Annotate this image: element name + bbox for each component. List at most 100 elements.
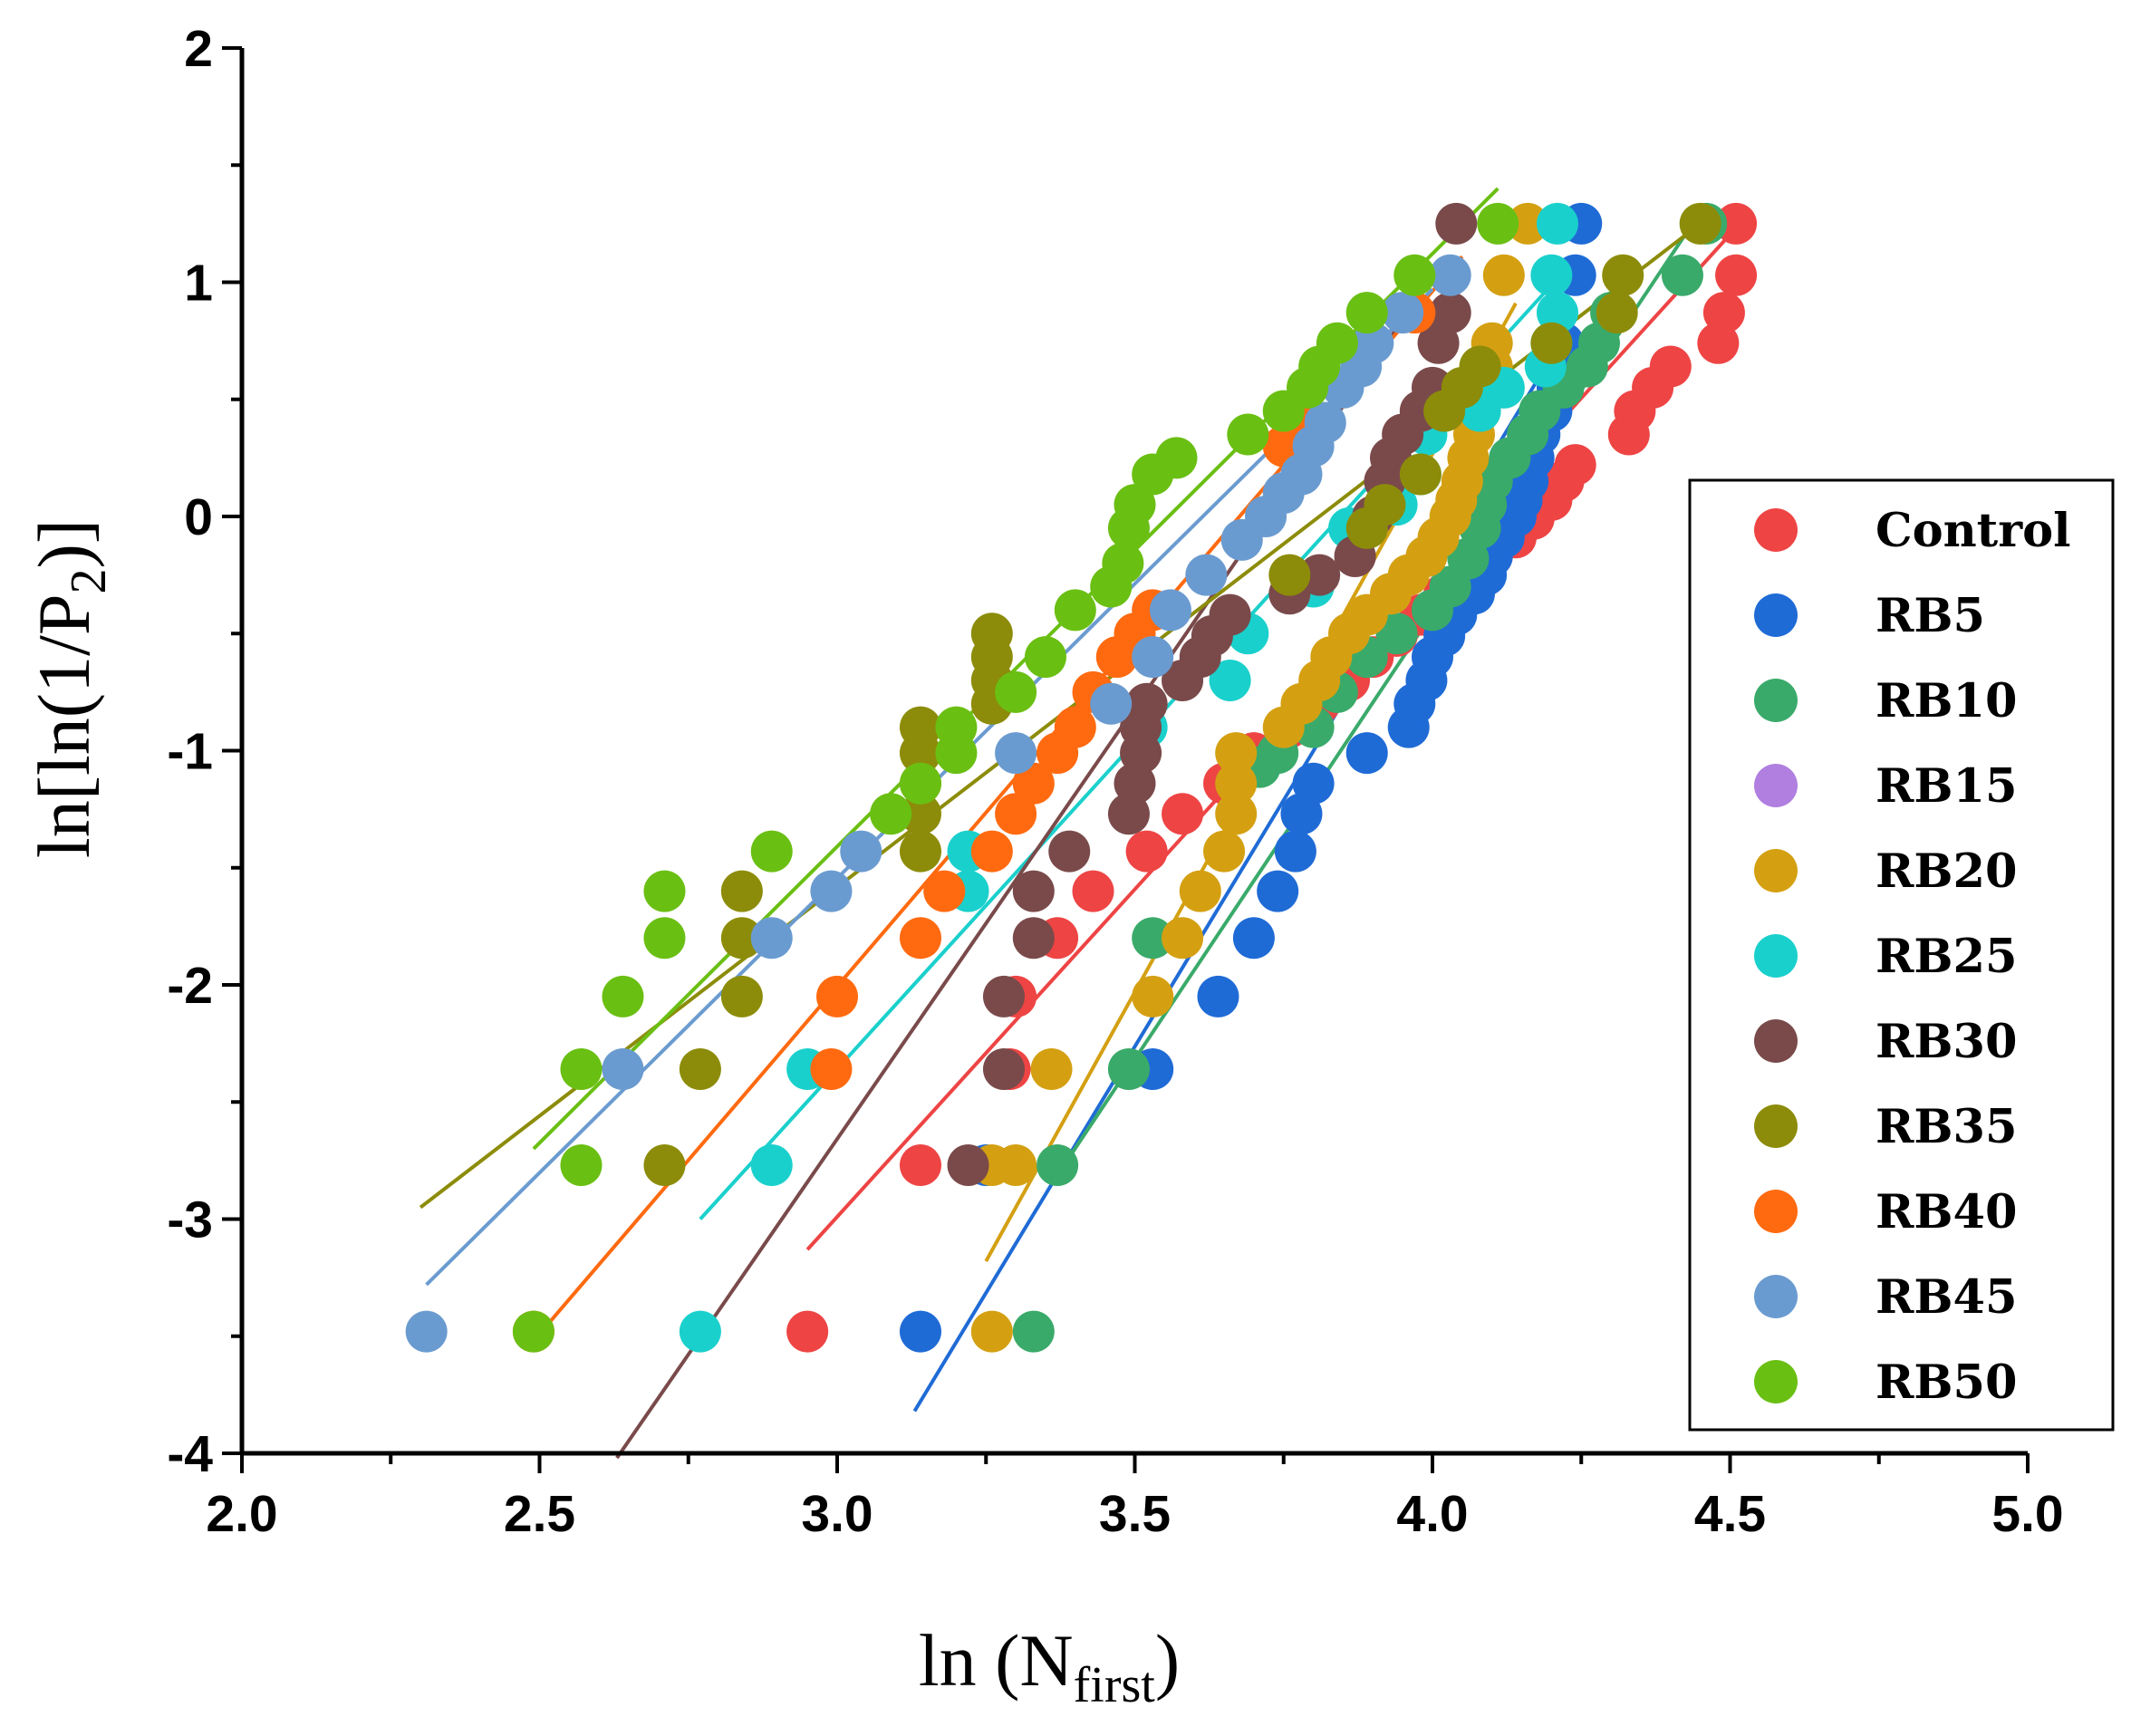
point-rb30 <box>1435 202 1478 245</box>
point-rb10 <box>1012 1310 1055 1353</box>
point-rb5 <box>1292 762 1335 805</box>
x-tick-label: 4.5 <box>1694 1485 1766 1543</box>
point-rb50 <box>899 762 941 805</box>
x-tick-label: 3.0 <box>801 1485 873 1543</box>
point-rb45 <box>995 732 1037 775</box>
point-rb50 <box>1393 254 1436 296</box>
point-rb20 <box>1507 202 1549 245</box>
point-rb50 <box>935 706 978 748</box>
x-axis-title: ln (Nfirst) <box>919 1619 1180 1713</box>
point-rb20 <box>1215 762 1258 805</box>
legend-marker-rb10 <box>1754 679 1798 722</box>
legend-label: RB40 <box>1875 1185 2017 1239</box>
point-control <box>786 1310 829 1353</box>
point-rb30 <box>1012 870 1055 912</box>
point-rb35 <box>899 706 941 748</box>
point-rb35 <box>899 830 941 873</box>
legend-marker-rb30 <box>1754 1019 1798 1063</box>
point-rb50 <box>643 917 686 960</box>
y-tick-label: -3 <box>167 1191 213 1249</box>
point-rb40 <box>1012 762 1055 805</box>
point-rb45 <box>1149 589 1191 632</box>
point-rb50 <box>1477 202 1519 245</box>
legend-marker-control <box>1754 508 1798 552</box>
point-control <box>899 1144 941 1187</box>
legend-label: RB15 <box>1875 759 2017 814</box>
legend-label: Control <box>1875 504 2071 558</box>
point-rb30 <box>982 975 1025 1017</box>
point-rb45 <box>1132 636 1174 679</box>
point-rb35 <box>1268 554 1311 596</box>
legend-label: RB35 <box>1875 1100 2017 1154</box>
point-rb50 <box>870 793 912 835</box>
point-control <box>1554 444 1596 487</box>
point-rb20 <box>1482 254 1525 296</box>
point-rb45 <box>405 1310 448 1353</box>
x-tick-label: 5.0 <box>1991 1485 2063 1543</box>
point-rb45 <box>1304 401 1346 444</box>
point-rb35 <box>970 612 1013 655</box>
point-rb20 <box>1215 732 1258 775</box>
point-rb25 <box>750 1144 793 1187</box>
point-rb50 <box>1345 292 1388 334</box>
point-rb40 <box>923 870 966 912</box>
legend-marker-rb35 <box>1754 1104 1798 1148</box>
point-rb35 <box>1530 322 1573 364</box>
legend-label: RB10 <box>1875 674 2017 728</box>
point-rb50 <box>1114 484 1156 526</box>
point-rb45 <box>602 1048 644 1091</box>
legend-marker-rb50 <box>1754 1360 1798 1403</box>
point-rb30 <box>1209 593 1251 636</box>
x-tick-label: 3.5 <box>1099 1485 1171 1543</box>
point-rb35 <box>899 793 941 835</box>
point-rb50 <box>1054 589 1096 632</box>
point-rb25 <box>1530 254 1573 296</box>
point-rb35 <box>1399 453 1442 496</box>
point-rb25 <box>1536 202 1578 245</box>
point-rb35 <box>643 1144 686 1187</box>
y-tick-label: 1 <box>184 255 213 313</box>
legend-marker-rb5 <box>1754 593 1798 637</box>
point-control <box>1125 830 1168 873</box>
legend-label: RB45 <box>1875 1270 2017 1325</box>
point-rb50 <box>1227 413 1269 456</box>
point-rb45 <box>1382 292 1424 334</box>
legend: Control RB5 RB10 RB15 RB20 RB25 RB30 RB35 RB40 RB… <box>1688 478 2115 1432</box>
x-tick-label: 4.0 <box>1396 1485 1468 1543</box>
point-rb10 <box>1037 1144 1079 1187</box>
point-rb35 <box>720 975 763 1017</box>
point-rb50 <box>560 1048 603 1091</box>
point-rb35 <box>1602 254 1644 296</box>
point-rb20 <box>1132 975 1174 1017</box>
point-rb40 <box>816 975 858 1017</box>
point-rb25 <box>1209 659 1251 701</box>
legend-label: RB5 <box>1875 589 1985 643</box>
point-rb5 <box>1274 830 1316 873</box>
point-rb30 <box>1012 917 1055 960</box>
point-control <box>1072 870 1114 912</box>
point-rb40 <box>899 917 941 960</box>
point-rb20 <box>1030 1048 1073 1091</box>
point-rb50 <box>1102 542 1144 584</box>
point-rb35 <box>679 1048 721 1091</box>
point-rb10 <box>1661 254 1703 296</box>
y-tick-label: -4 <box>167 1425 213 1483</box>
point-rb35 <box>720 917 763 960</box>
point-rb20 <box>995 1144 1037 1187</box>
point-rb35 <box>1459 345 1501 388</box>
point-rb50 <box>1155 437 1198 479</box>
point-control <box>1702 292 1745 334</box>
point-rb40 <box>970 830 1013 873</box>
point-rb45 <box>1185 554 1228 596</box>
point-rb20 <box>1179 870 1221 912</box>
point-rb50 <box>602 975 644 1017</box>
point-rb30 <box>1125 682 1168 725</box>
legend-label: RB30 <box>1875 1015 2017 1069</box>
legend-marker-rb25 <box>1754 934 1798 978</box>
point-rb20 <box>1162 917 1204 960</box>
point-rb50 <box>995 670 1037 713</box>
point-rb50 <box>512 1310 554 1353</box>
y-tick-label: -1 <box>167 723 213 781</box>
point-rb5 <box>1197 975 1239 1017</box>
